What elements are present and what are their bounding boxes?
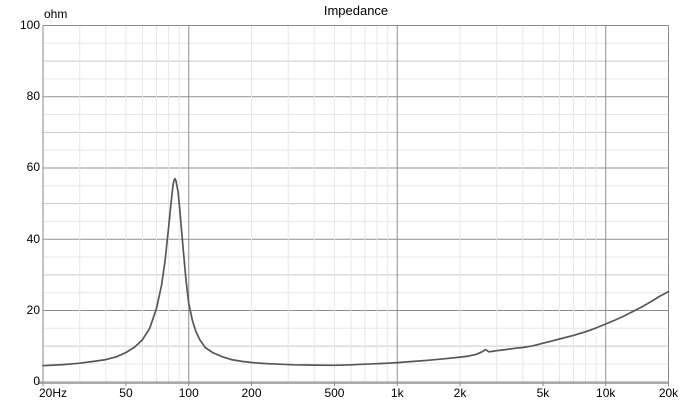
impedance-curve	[42, 177, 670, 367]
x-tick-label: 200	[241, 386, 262, 400]
x-tick-label: 50	[119, 386, 133, 400]
x-tick-label: 5k	[536, 386, 550, 400]
x-tick-label: 100	[178, 386, 199, 400]
chart-title: Impedance	[323, 3, 389, 18]
x-tick-label: 20Hz	[39, 386, 68, 400]
y-tick-label: 100	[19, 18, 40, 32]
y-tick-label: 20	[26, 302, 40, 317]
x-tick-label: 500	[324, 386, 345, 400]
y-axis-unit-label: ohm	[44, 7, 68, 21]
x-tick-label: 10k	[596, 386, 616, 400]
x-tick-label: 1k	[390, 386, 404, 400]
y-tick-label: 80	[26, 89, 40, 104]
y-tick-label: 40	[26, 231, 40, 246]
x-tick-label: 20k	[658, 386, 679, 400]
y-tick-label: 60	[26, 160, 40, 175]
y-tick-label: 0	[33, 374, 40, 389]
x-tick-label: 2k	[453, 386, 467, 400]
